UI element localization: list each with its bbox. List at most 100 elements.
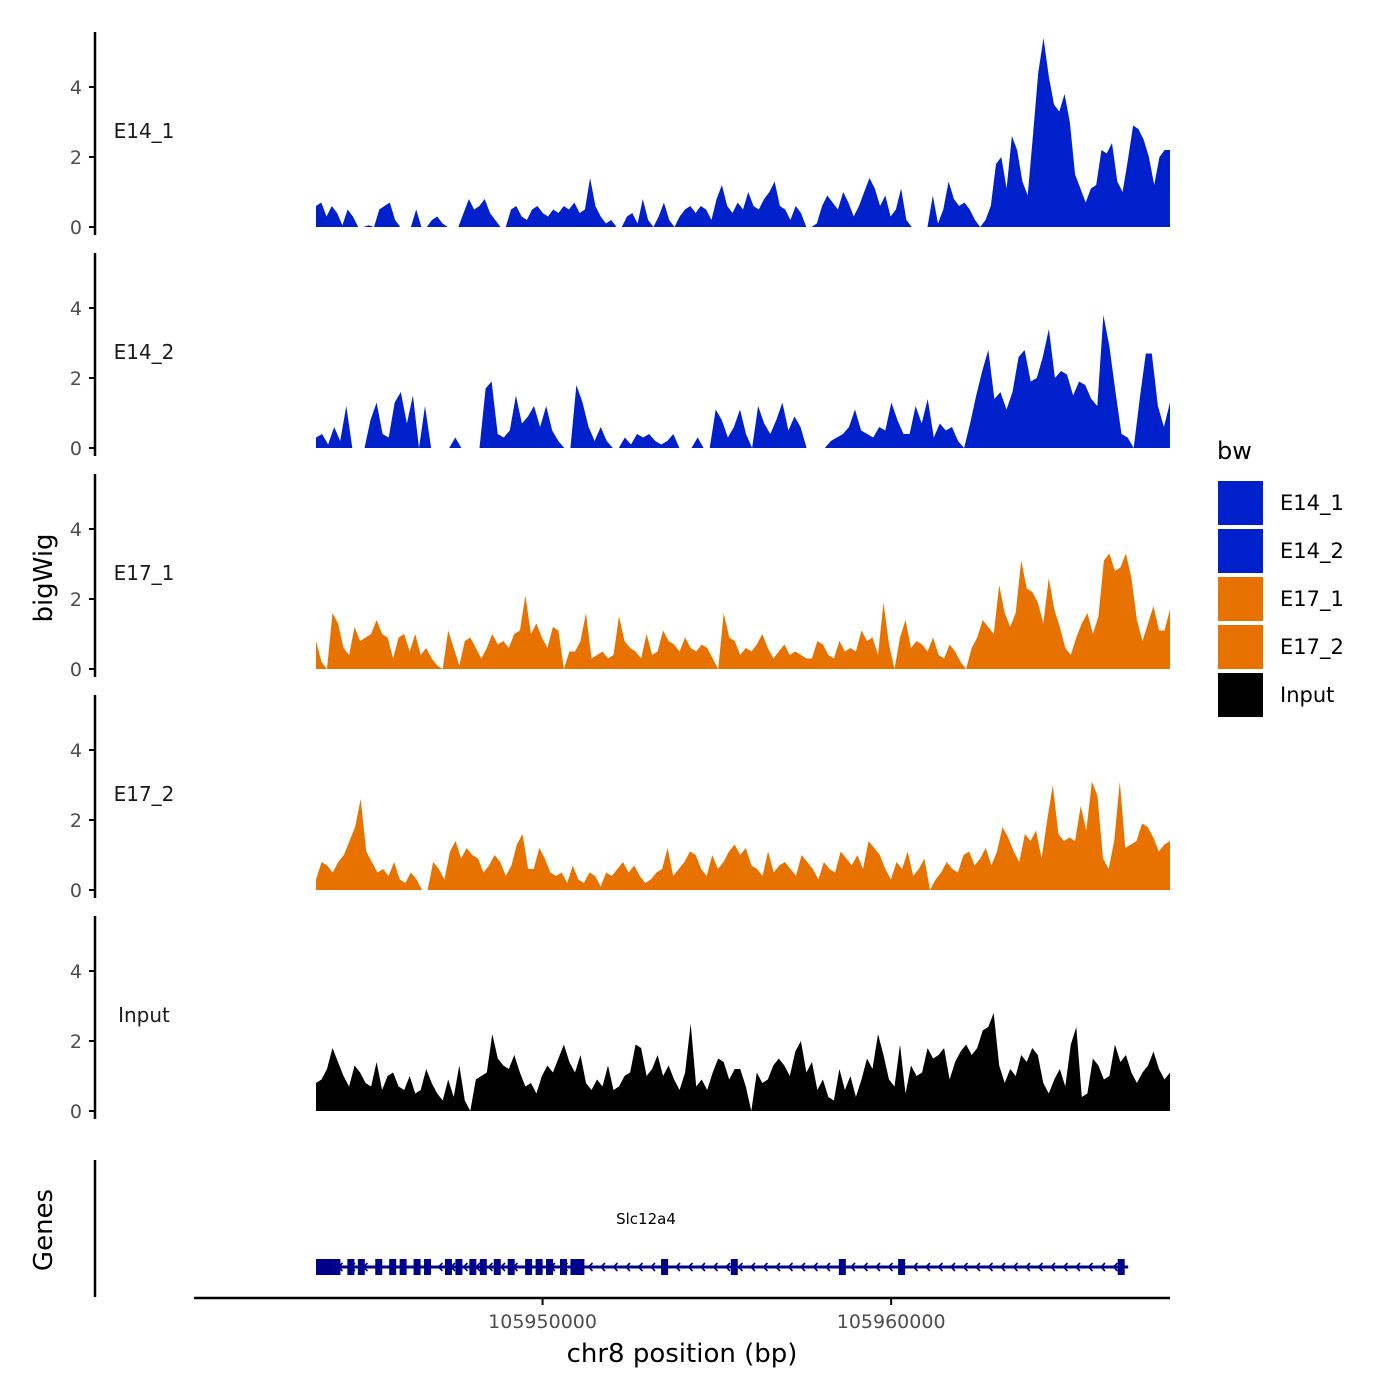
strand-arrow [437, 1262, 444, 1272]
strand-arrow [1024, 1262, 1031, 1272]
exon-24 [730, 1259, 738, 1275]
tracks-layer: 0 2 4 E14_1 0 2 4 E14_2 0 2 4 E17_1 0 2 4 E17_2 0 2 4 Input [70, 32, 1170, 1123]
strand-arrow [712, 1262, 719, 1272]
strand-arrow [824, 1262, 831, 1272]
strand-arrow [949, 1262, 956, 1272]
exon-15 [493, 1259, 501, 1275]
y-tick-label-e14-1-4: 4 [70, 77, 82, 99]
track-label-e17-1: E17_1 [114, 561, 175, 585]
area-e17-2 [316, 781, 1170, 890]
exon-26 [898, 1259, 906, 1275]
strand-arrow [1112, 1262, 1119, 1272]
exon-3 [333, 1259, 341, 1275]
gene-label-slc12a4: Slc12a4 [616, 1210, 676, 1228]
exon-16 [507, 1259, 515, 1275]
y-tick-label-e17-1-4: 4 [70, 519, 82, 541]
strand-arrow [487, 1262, 494, 1272]
strand-arrow [649, 1262, 656, 1272]
legend-title: bw [1217, 437, 1252, 465]
exon-27 [1117, 1259, 1125, 1275]
y-tick-label-e17-2-0: 0 [70, 880, 82, 902]
y-tick-label-input-4: 4 [70, 961, 82, 983]
x-axis: 105950000 105960000 [194, 1296, 1170, 1333]
y-tick-label-e14-1-0: 0 [70, 217, 82, 239]
y-tick-label-e14-2-0: 0 [70, 438, 82, 460]
strand-arrow [999, 1262, 1006, 1272]
track-e17-2: 0 2 4 E17_2 [70, 695, 1170, 902]
legend-label-e14-1: E14_1 [1280, 491, 1344, 516]
strand-arrow [974, 1262, 981, 1272]
strand-arrow [862, 1262, 869, 1272]
strand-arrow [1099, 1262, 1106, 1272]
exon-first-block [317, 1259, 333, 1275]
y-tick-label-e17-1-2: 2 [70, 589, 82, 611]
legend-swatch-e17-2 [1218, 625, 1263, 669]
exon-25 [838, 1259, 846, 1275]
legend-swatch-e14-1 [1218, 481, 1263, 525]
strand-arrow [699, 1262, 706, 1272]
strand-arrow [687, 1262, 694, 1272]
legend-label-e17-2: E17_2 [1280, 635, 1344, 660]
x-tick-label-105960000: 105960000 [837, 1311, 946, 1333]
legend-swatch-e17-1 [1218, 577, 1263, 621]
track-e14-1: 0 2 4 E14_1 [70, 32, 1170, 239]
exon-23 [661, 1259, 669, 1275]
y-tick-label-input-0: 0 [70, 1101, 82, 1123]
track-e17-1: 0 2 4 E17_1 [70, 474, 1170, 681]
exon-21 [570, 1259, 578, 1275]
legend-label-input: Input [1280, 683, 1334, 707]
strand-arrow [1062, 1262, 1069, 1272]
strand-arrow [674, 1262, 681, 1272]
track-e14-2: 0 2 4 E14_2 [70, 253, 1170, 460]
strand-arrow [599, 1262, 606, 1272]
area-e14-2 [316, 315, 1170, 448]
track-label-e14-2: E14_2 [114, 340, 175, 364]
strand-arrow [499, 1262, 506, 1272]
strand-arrow [724, 1262, 731, 1272]
area-e14-1 [316, 38, 1170, 227]
strand-arrow [749, 1262, 756, 1272]
y-axis-title: bigWig [29, 533, 59, 622]
strand-arrow [774, 1262, 781, 1272]
strand-arrow [812, 1262, 819, 1272]
strand-arrow [962, 1262, 969, 1272]
y-tick-label-e17-2-4: 4 [70, 740, 82, 762]
track-label-e14-1: E14_1 [114, 119, 175, 143]
strand-arrow [462, 1262, 469, 1272]
exon-7 [389, 1259, 397, 1275]
strand-arrow [1012, 1262, 1019, 1272]
area-input [316, 1013, 1170, 1111]
strand-arrow [912, 1262, 919, 1272]
exon-4 [347, 1259, 355, 1275]
legend-swatch-e14-2 [1218, 529, 1263, 573]
genes-axis-title: Genes [29, 1189, 59, 1271]
legend-label-e14-2: E14_2 [1280, 539, 1344, 564]
gene-body-slc12a4 [315, 1259, 1129, 1275]
strand-arrow [924, 1262, 931, 1272]
exon-9 [413, 1259, 421, 1275]
strand-arrow [612, 1262, 619, 1272]
strand-arrow [1037, 1262, 1044, 1272]
y-tick-label-e14-2-4: 4 [70, 298, 82, 320]
strand-arrow [762, 1262, 769, 1272]
legend-swatch-input [1218, 673, 1263, 717]
strand-arrow [987, 1262, 994, 1272]
y-tick-label-e17-2-2: 2 [70, 810, 82, 832]
legend-label-e17-1: E17_1 [1280, 587, 1344, 612]
strand-arrow [799, 1262, 806, 1272]
strand-arrow [587, 1262, 594, 1272]
exon-8 [399, 1259, 407, 1275]
exon-5 [357, 1259, 365, 1275]
area-e17-1 [316, 553, 1170, 669]
exon-22 [577, 1259, 585, 1275]
gene-track: Slc12a4 [93, 1160, 1129, 1297]
exon-10 [424, 1259, 432, 1275]
y-tick-label-e17-1-0: 0 [70, 659, 82, 681]
exon-13 [469, 1259, 477, 1275]
exon-12 [455, 1259, 463, 1275]
exon-19 [546, 1259, 554, 1275]
strand-arrow [849, 1262, 856, 1272]
strand-arrow [937, 1262, 944, 1272]
x-tick-label-105950000: 105950000 [488, 1311, 597, 1333]
